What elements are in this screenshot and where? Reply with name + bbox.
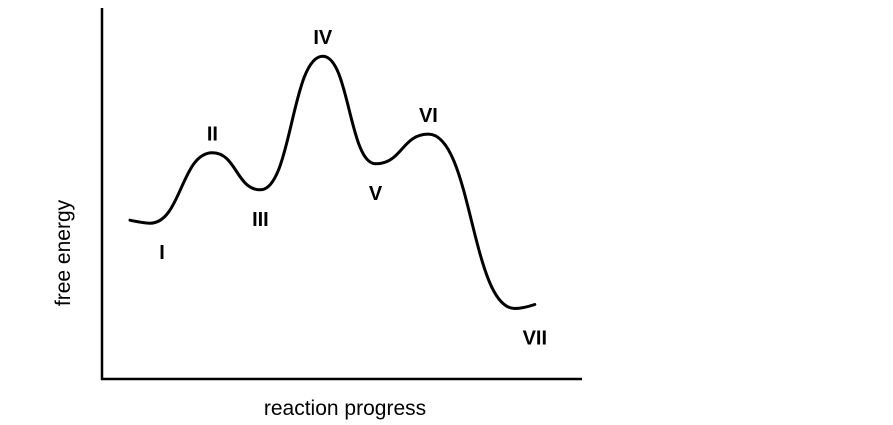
free-energy-curve [128,54,537,310]
state-label-i: I [159,242,165,264]
state-label-iii: III [252,209,269,231]
state-label-iv: IV [313,27,333,49]
state-label-vii: VII [523,328,547,350]
state-label-vi: VI [419,105,438,127]
x-axis-label: reaction progress [264,397,426,420]
y-axis-label: free energy [52,199,75,306]
state-label-v: V [369,183,383,205]
state-label-ii: II [207,124,218,146]
